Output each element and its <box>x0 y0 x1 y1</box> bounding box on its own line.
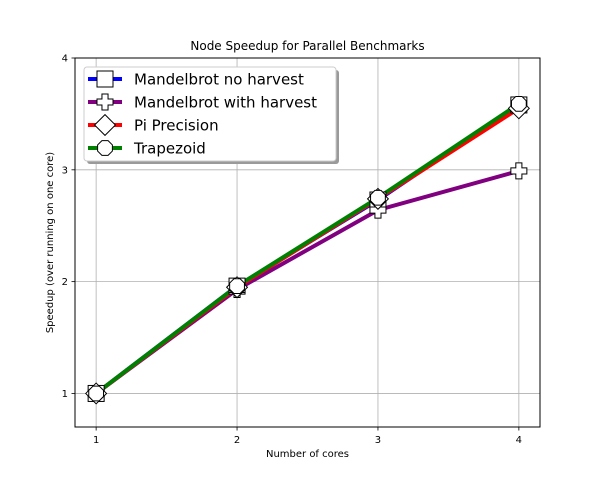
legend: Mandelbrot no harvest Mandelbrot with har… <box>83 66 339 164</box>
series-point-4 <box>370 189 386 206</box>
y-tick-label: 2 <box>62 277 68 288</box>
plot-frame <box>74 57 541 428</box>
legend-label: Mandelbrot with harvest <box>134 94 317 112</box>
chart-title: Node Speedup for Parallel Benchmarks <box>190 39 424 53</box>
x-tick-label: 4 <box>516 435 522 446</box>
x-tick-label: 1 <box>93 435 99 446</box>
series-line-4 <box>94 101 521 396</box>
legend-marker <box>93 113 117 137</box>
series-point-4 <box>229 278 245 295</box>
ticks: 1 2 3 4 1 2 3 4 <box>62 54 522 447</box>
legend-label: Trapezoid <box>133 140 206 158</box>
x-tick-label: 3 <box>375 435 381 446</box>
series-point-2 <box>510 162 528 180</box>
legend-label: Pi Precision <box>134 117 219 135</box>
series-point-2 <box>369 201 387 219</box>
x-tick-label: 2 <box>234 435 240 446</box>
legend-marker <box>96 93 114 111</box>
legend-box <box>83 66 337 162</box>
series-layer <box>85 95 530 405</box>
y-tick-label: 3 <box>62 165 68 176</box>
x-axis-label: Number of cores <box>266 449 349 460</box>
y-tick-label: 4 <box>62 54 68 65</box>
y-axis-label: Speedup (over running on one core) <box>45 152 56 333</box>
legend-label: Mandelbrot no harvest <box>134 71 304 89</box>
legend-marker <box>97 140 113 156</box>
series-point-4 <box>510 95 527 112</box>
series-point-4 <box>88 385 105 402</box>
legend-marker <box>96 70 114 88</box>
y-tick-label: 1 <box>62 389 68 400</box>
